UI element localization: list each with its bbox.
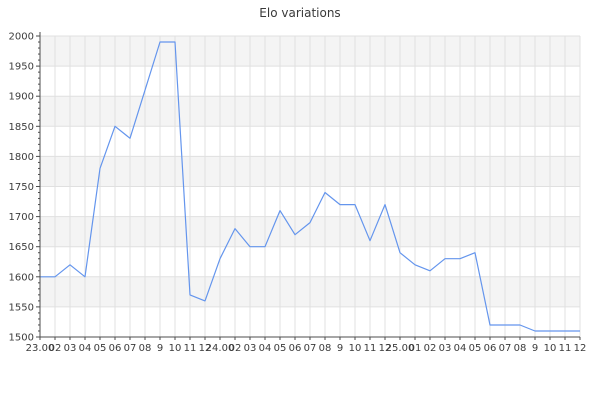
x-tick-label: 02 (49, 343, 62, 354)
y-tick-label: 1550 (9, 302, 34, 313)
x-tick-label: 9 (157, 343, 163, 354)
x-tick-label: 12 (574, 343, 587, 354)
x-tick-label: 03 (64, 343, 77, 354)
x-tick-label: 24.00 (206, 343, 235, 354)
x-tick-label: 06 (484, 343, 497, 354)
x-tick-label: 02 (424, 343, 437, 354)
x-tick-label: 25.00 (386, 343, 415, 354)
x-tick-label: 03 (439, 343, 452, 354)
x-tick-label: 04 (79, 343, 92, 354)
y-tick-label: 1650 (9, 242, 34, 253)
y-tick-label: 1900 (9, 92, 34, 103)
x-tick-label: 11 (364, 343, 377, 354)
x-tick-label: 12 (379, 343, 392, 354)
x-tick-label: 03 (244, 343, 257, 354)
x-tick-label: 08 (139, 343, 152, 354)
x-tick-label: 01 (409, 343, 422, 354)
x-tick-label: 07 (304, 343, 317, 354)
y-tick-label: 1600 (9, 272, 34, 283)
y-tick-label: 1500 (9, 333, 34, 344)
x-tick-label: 02 (229, 343, 242, 354)
y-tick-label: 1950 (9, 62, 34, 73)
x-tick-label: 10 (169, 343, 182, 354)
x-tick-label: 12 (199, 343, 212, 354)
y-tick-label: 1750 (9, 182, 34, 193)
x-tick-label: 04 (259, 343, 272, 354)
x-tick-label: 08 (514, 343, 527, 354)
x-tick-label: 9 (532, 343, 538, 354)
x-tick-label: 11 (184, 343, 197, 354)
x-tick-label: 11 (559, 343, 572, 354)
x-tick-label: 23.00 (26, 343, 55, 354)
x-tick-label: 07 (499, 343, 512, 354)
x-tick-label: 9 (337, 343, 343, 354)
x-tick-label: 05 (469, 343, 482, 354)
x-tick-label: 10 (544, 343, 557, 354)
y-tick-label: 2000 (9, 32, 34, 43)
y-tick-label: 1850 (9, 122, 34, 133)
x-tick-label: 04 (454, 343, 467, 354)
x-tick-label: 08 (319, 343, 332, 354)
x-tick-label: 05 (94, 343, 107, 354)
x-tick-label: 10 (349, 343, 362, 354)
x-tick-label: 06 (289, 343, 302, 354)
y-tick-label: 1700 (9, 212, 34, 223)
x-tick-label: 06 (109, 343, 122, 354)
y-tick-label: 1800 (9, 152, 34, 163)
x-tick-label: 05 (274, 343, 287, 354)
chart-title: Elo variations (259, 6, 341, 20)
elo-line (40, 41, 580, 332)
x-tick-label: 07 (124, 343, 137, 354)
